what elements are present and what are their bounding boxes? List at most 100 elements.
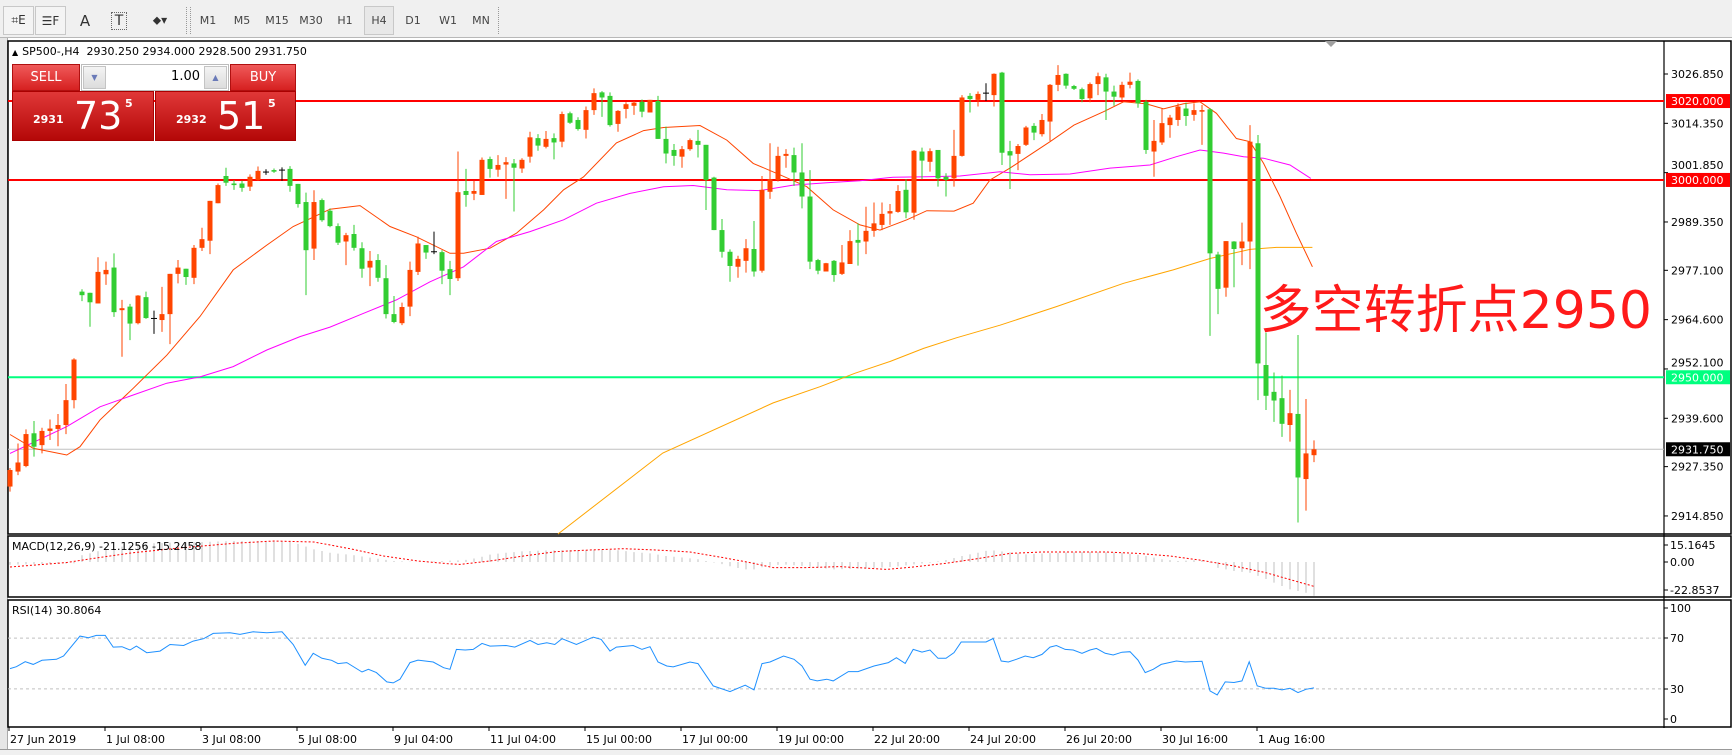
candle-body [687, 140, 693, 150]
rsi-label: RSI(14) 30.8064 [12, 604, 102, 617]
timeframe-m5[interactable]: M5 [233, 14, 251, 27]
timeframe-w1[interactable]: W1 [439, 14, 457, 27]
timeframe-d1[interactable]: D1 [405, 14, 421, 27]
time-tick-label: 17 Jul 00:00 [682, 733, 748, 746]
candle-body [399, 307, 405, 324]
lot-decrease-icon[interactable]: ▼ [83, 66, 106, 89]
candle-body [359, 248, 365, 269]
candle-body [903, 189, 909, 213]
candle-body [759, 189, 765, 271]
candle-body [199, 239, 205, 248]
price-tag-label: 2950.000 [1671, 371, 1724, 384]
time-tick-label: 27 Jun 2019 [10, 733, 76, 746]
candle-body [487, 159, 493, 169]
candle-body [1015, 146, 1021, 154]
buy-price-large: 51 [217, 94, 266, 138]
candle-body [551, 138, 557, 143]
chart-e-glyph: ⌗E [11, 13, 26, 27]
symbol-ohlc-text: SP500-,H4 2930.250 2934.000 2928.500 293… [22, 45, 307, 58]
sell-price[interactable]: 2931 73 5 [12, 91, 154, 141]
candle-body [375, 260, 381, 278]
candle-body [887, 211, 893, 214]
macd-tick-label: -22.8537 [1670, 584, 1719, 597]
candle-body [519, 159, 525, 169]
candle-body [847, 241, 853, 264]
candle-body [1007, 151, 1013, 156]
lot-increase-icon[interactable]: ▲ [204, 66, 227, 89]
lot-size-value[interactable]: 1.00 [171, 69, 200, 84]
one-click-trading-panel: SELL ▼ 1.00 ▲ BUY 2931 73 5 2932 51 5 [12, 64, 296, 141]
text-label-icon[interactable]: T [106, 6, 132, 35]
candle-body [71, 359, 77, 401]
timeframe-h4[interactable]: H4 [364, 6, 394, 35]
candle-body [479, 159, 485, 195]
candle-body [415, 243, 421, 272]
buy-price-big: 2932 [176, 113, 207, 126]
lot-size-input[interactable]: ▼ 1.00 ▲ [81, 64, 229, 91]
candle-body [1127, 81, 1133, 85]
candle-body [871, 223, 877, 231]
candle-body [351, 234, 357, 248]
candle-body [567, 113, 573, 123]
rsi-tick-label: 100 [1670, 602, 1691, 615]
candle-body [959, 97, 965, 156]
candle-body [991, 73, 997, 96]
timeframe-mn[interactable]: MN [472, 14, 490, 27]
candle-body [831, 260, 837, 276]
candle-body [727, 251, 733, 266]
candle-body [1055, 74, 1061, 85]
candle-body [47, 428, 53, 431]
candle-body [655, 101, 661, 139]
candle-body [1303, 453, 1309, 480]
price-tag-label: 2931.750 [1671, 443, 1724, 456]
time-tick-label: 5 Jul 08:00 [298, 733, 357, 746]
bottom-strip [0, 749, 1732, 755]
candle-body [1119, 84, 1125, 98]
candle-body [1223, 241, 1229, 288]
arrows-icon[interactable]: ⬥▾ [140, 6, 180, 35]
sell-button[interactable]: SELL [12, 64, 80, 91]
candle-body [247, 176, 253, 187]
candle-body [975, 93, 981, 100]
candle-body [647, 99, 653, 113]
candle-body [319, 200, 325, 221]
collapse-triangle-icon[interactable]: ▲ [12, 48, 19, 57]
candle-body [159, 314, 165, 321]
timeframe-m30[interactable]: M30 [299, 14, 323, 27]
candle-body [695, 140, 701, 145]
candle-body [1263, 365, 1269, 396]
timeframe-m1[interactable]: M1 [199, 14, 217, 27]
buy-price[interactable]: 2932 51 5 [155, 91, 296, 141]
candle-body [1215, 254, 1221, 289]
macd-signal-line [9, 540, 1315, 587]
candle-body [607, 95, 613, 126]
chart-header: ▲ SP500-,H4 2930.250 2934.000 2928.500 29… [12, 45, 307, 58]
candle-body [455, 192, 461, 279]
price-tag-bg [1666, 94, 1730, 109]
sell-price-sup: 5 [125, 97, 133, 110]
timeframe-m15[interactable]: M15 [265, 14, 289, 27]
candle-body [311, 202, 317, 249]
candle-body [1039, 119, 1045, 135]
timeframe-h1[interactable]: H1 [337, 14, 353, 27]
list-f-icon[interactable]: ☰F [35, 6, 66, 35]
candle-body [1103, 77, 1109, 92]
buy-button[interactable]: BUY [230, 64, 296, 91]
candle-body [807, 196, 813, 262]
chart-e-icon[interactable]: ⌗E [3, 6, 34, 35]
candle-body [207, 200, 213, 241]
candle-body [103, 269, 109, 275]
candle-body [591, 93, 597, 111]
candle-body [167, 273, 173, 315]
rsi-line [9, 631, 1315, 696]
candle-body [439, 252, 445, 271]
candle-body [1295, 413, 1301, 478]
candle-body [1079, 89, 1085, 100]
text-glyph: A [79, 11, 91, 30]
candle-body [31, 433, 37, 447]
candle-body [183, 268, 189, 278]
text-icon[interactable]: A [72, 6, 98, 35]
time-tick-label: 24 Jul 20:00 [970, 733, 1036, 746]
chart-annotation-text[interactable]: 多空转折点2950 [1259, 281, 1652, 341]
candle-body [511, 163, 517, 168]
